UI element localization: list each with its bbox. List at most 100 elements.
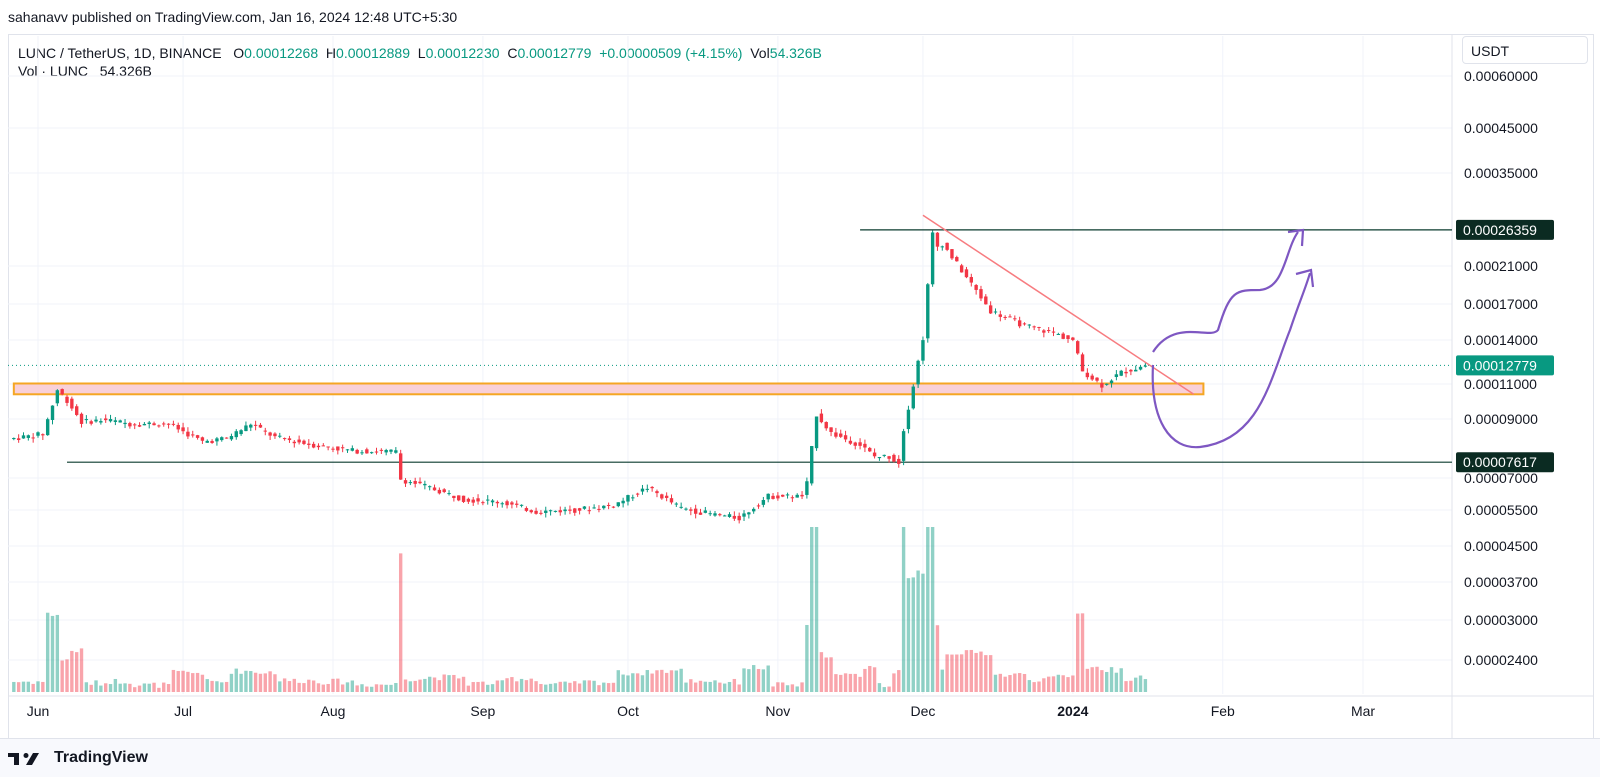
volume-bar [1080, 613, 1085, 692]
volume-bar [234, 668, 238, 692]
tradingview-brand[interactable]: TradingView [8, 749, 148, 767]
volume-bar [297, 682, 301, 692]
candle-body [258, 424, 263, 428]
volume-bar [631, 673, 635, 692]
candle-body [326, 446, 330, 448]
volume-bar [104, 683, 108, 692]
volume-bar [89, 684, 93, 692]
volume-bar [1114, 672, 1119, 692]
volume-bar [74, 652, 79, 692]
legend-change: +0.00000509 (+4.15%) [599, 45, 743, 61]
candle-body [340, 447, 345, 449]
volume-bar [268, 671, 272, 692]
candle-body [1013, 318, 1017, 320]
legend-symbol[interactable]: LUNC / TetherUS, 1D, BINANCE [18, 45, 222, 61]
candle-body [872, 452, 877, 457]
volume-bar [428, 676, 432, 692]
candle-body [331, 448, 335, 450]
time-axis-tick: Jun [27, 703, 50, 719]
candle-body [418, 481, 422, 484]
candle-body [152, 423, 156, 426]
candle-body [408, 482, 413, 484]
volume-bar [752, 665, 756, 692]
candle-body [737, 515, 741, 521]
volume-bar [703, 681, 708, 692]
volume-bar [128, 683, 132, 692]
candle-body [1124, 371, 1128, 374]
volume-legend-label[interactable]: Vol · LUNC [18, 63, 89, 79]
candle-body [655, 491, 659, 494]
volume-bar [123, 683, 127, 692]
volume-bar [394, 683, 398, 692]
volume-bar [1037, 681, 1041, 692]
volume-bar [906, 578, 911, 692]
candle-body [635, 493, 640, 495]
volume-bar [660, 669, 664, 692]
volume-bar [273, 674, 277, 692]
volume-bar [674, 670, 679, 692]
volume-bar [495, 680, 500, 692]
volume-bar [490, 684, 495, 692]
volume-bar [408, 681, 413, 692]
candle-body [394, 450, 398, 453]
volume-bar [147, 683, 151, 692]
price-chart[interactable]: 0.00060000 0.00045000 0.00035000 0.00021000… [0, 0, 1600, 738]
volume-bar [65, 659, 69, 692]
volume-bar [113, 678, 118, 692]
volume-bar [321, 684, 326, 692]
volume-bars [12, 527, 1148, 692]
volume-bar [176, 671, 180, 692]
volume-bar [108, 684, 113, 692]
candle-body [834, 432, 838, 437]
candle-body [437, 489, 442, 494]
candle-body [350, 448, 355, 451]
price-label-box [1456, 452, 1554, 473]
volume-bar [331, 678, 335, 692]
candle-body [611, 506, 616, 508]
candle-body [495, 501, 500, 504]
candle-body [901, 431, 906, 461]
candle-body [171, 423, 176, 425]
candle-body [398, 453, 403, 480]
candle-body [1037, 326, 1041, 328]
currency-button[interactable]: USDT [1462, 36, 1588, 64]
legend-close-value: 0.00012779 [517, 45, 592, 61]
volume-bar [790, 684, 795, 692]
price-label: 0.00012779 [1463, 357, 1537, 373]
candle-body [123, 422, 127, 425]
tradingview-brand-text: TradingView [54, 749, 148, 766]
candle-body [1114, 374, 1119, 378]
candle-body [529, 510, 533, 513]
volume-bar [577, 683, 582, 692]
candle-body [684, 508, 688, 510]
volume-bar [1027, 680, 1032, 692]
volume-bar [732, 678, 737, 692]
time-axis-tick: Dec [910, 703, 935, 719]
candle-body [626, 495, 630, 502]
volume-bar [282, 678, 287, 692]
candle-body [553, 510, 558, 512]
volume-bar [457, 678, 461, 692]
candle-body [104, 418, 108, 421]
candle-body [345, 449, 350, 451]
volume-bar [515, 681, 519, 692]
price-axis-tick: 0.00045000 [1464, 120, 1538, 136]
candle-body [452, 495, 456, 499]
candle-body [292, 441, 296, 444]
annotation-layer [1151, 228, 1315, 449]
candle-body [108, 419, 113, 422]
volume-bar [553, 683, 558, 692]
candle-body [921, 340, 925, 361]
candle-body [31, 437, 35, 439]
candle-body [606, 504, 611, 506]
candle-body [795, 494, 799, 498]
volume-bar [21, 681, 26, 692]
volume-bar [742, 668, 746, 692]
candle-body [1119, 370, 1123, 376]
candle-body [974, 285, 978, 290]
candle-body [959, 265, 964, 273]
candle-body [147, 422, 151, 425]
price-axis-tick: 0.00017000 [1464, 296, 1538, 312]
candle-body [868, 447, 872, 452]
volume-bar [785, 685, 790, 692]
